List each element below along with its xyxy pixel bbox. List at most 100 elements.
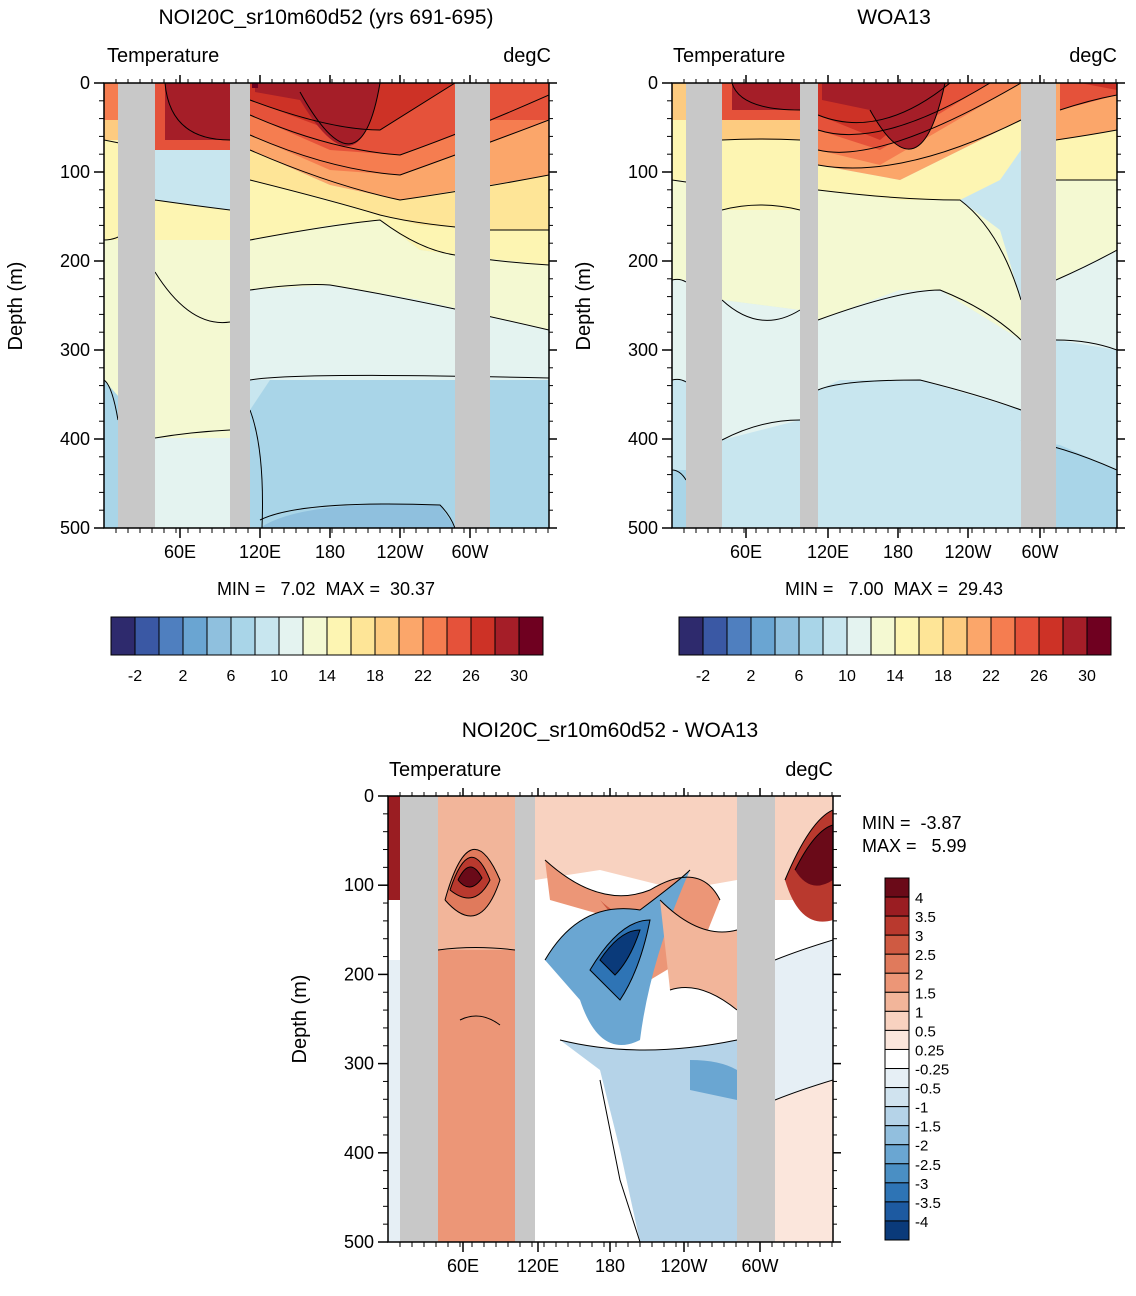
colorbar-swatch <box>884 934 910 955</box>
contour-line <box>1055 129 1117 141</box>
field-band-28-indian <box>165 83 230 140</box>
contour-line <box>599 929 641 976</box>
panel-model: NOI20C_sr10m60d52 (yrs 691-695) Temperat… <box>5 6 557 685</box>
colorbar-swatch <box>326 616 352 656</box>
colorbar-label: 26 <box>1030 668 1048 685</box>
contour-line <box>784 809 833 881</box>
colorbar-swatch <box>822 616 848 656</box>
contour-line <box>1059 94 1117 111</box>
panel-model-stats: MIN = 7.02 MAX = 30.37 <box>217 579 435 599</box>
x-tick-label: 120E <box>239 542 281 562</box>
field-band-16-west <box>672 120 800 210</box>
field-band-max <box>252 83 258 88</box>
colorbar-label: 14 <box>886 668 904 685</box>
x-tick-label: 180 <box>595 1256 625 1276</box>
land-mask-indonesia <box>230 83 250 528</box>
colorbar-label: -2 <box>915 1138 928 1155</box>
colorbar-swatch <box>750 616 776 656</box>
colorbar-swatch <box>374 616 400 656</box>
panel-diff-units-label: degC <box>785 759 833 781</box>
colorbar-label: -4 <box>915 1214 928 1231</box>
field-subtropical <box>660 900 737 1010</box>
contour-line <box>249 409 263 528</box>
contour-line <box>672 469 687 481</box>
colorbar-swatch <box>1014 616 1040 656</box>
contour-line <box>672 278 687 283</box>
x-tick-label: 120W <box>660 1256 707 1276</box>
colorbar-swatch <box>884 1048 910 1070</box>
x-tick-label: 120W <box>944 542 991 562</box>
colorbar-label: -0.25 <box>915 1062 949 1079</box>
contour-line <box>249 149 549 201</box>
contour-line <box>599 1079 641 1242</box>
y-tick-label: 500 <box>628 518 658 538</box>
colorbar-swatch <box>884 1029 910 1050</box>
contour-line <box>794 824 833 871</box>
x-tick-label: 180 <box>883 542 913 562</box>
colorbar-label: 0.25 <box>915 1042 944 1059</box>
field-deep-cool-core <box>690 1060 737 1100</box>
contour-line <box>721 204 801 211</box>
panel-obs-colorbar: -2 2 6 10 14 18 22 26 30 <box>678 616 1112 685</box>
panel-model-contours <box>104 83 549 528</box>
colorbar-swatch <box>1038 616 1064 656</box>
colorbar-swatch <box>884 1068 910 1089</box>
x-tick-label: 120W <box>376 542 423 562</box>
field-band-12-14-indian <box>155 438 230 528</box>
colorbar-label: -2 <box>696 668 710 685</box>
colorbar-swatch <box>884 896 910 917</box>
panel-diff-y-axis-label: Depth (m) <box>289 975 311 1064</box>
colorbar-label: 22 <box>982 668 1000 685</box>
panel-diff-field <box>388 796 833 1242</box>
contour-line <box>1055 339 1117 351</box>
field-band-8-10-west <box>104 380 118 528</box>
contour-line <box>774 1079 833 1101</box>
contour-line <box>659 899 738 933</box>
field-atlantic-warm-core <box>795 825 833 886</box>
colorbar-swatch <box>518 616 544 656</box>
contour-line <box>249 219 549 266</box>
contour-line <box>817 83 991 136</box>
contour-line <box>444 848 501 917</box>
contour-line <box>869 83 946 150</box>
colorbar-label: 1.5 <box>915 985 936 1002</box>
contour-line <box>459 1015 501 1026</box>
y-tick-label: 0 <box>364 786 374 806</box>
colorbar-swatch <box>884 1125 910 1146</box>
colorbar-swatch <box>206 616 232 656</box>
field-band-28-indian <box>732 83 800 110</box>
colorbar-label: -3.5 <box>915 1195 941 1212</box>
land-mask-indonesia <box>800 83 818 528</box>
contour-line <box>817 289 1022 341</box>
field-band-12-pacific <box>818 290 1021 410</box>
contour-line <box>249 94 549 156</box>
colorbar-label: 2 <box>179 668 188 685</box>
panel-model-axes: 0 100 200 300 400 500 60E 120E 180 120W 60W <box>60 73 557 562</box>
contour-line <box>721 138 801 141</box>
contour-line <box>731 83 801 111</box>
contour-line <box>669 987 738 1011</box>
colorbar-label: 2 <box>915 966 923 983</box>
colorbar-label: 6 <box>227 668 236 685</box>
x-tick-label: 180 <box>315 542 345 562</box>
panel-model-variable-label: Temperature <box>107 45 219 67</box>
panel-obs-contours <box>672 83 1117 481</box>
colorbar-swatch <box>884 1087 910 1108</box>
colorbar-label: 18 <box>934 668 952 685</box>
colorbar-label: 10 <box>838 668 856 685</box>
contour-line <box>817 119 1022 169</box>
y-tick-label: 400 <box>60 429 90 449</box>
field-band-warmpool <box>255 83 380 147</box>
colorbar-swatch <box>350 616 376 656</box>
contour-line <box>589 919 651 1001</box>
panel-diff-axes: 0 100 200 300 400 500 60E 120E 180 120W 60W <box>344 786 841 1276</box>
field-atlantic-deep <box>775 1080 833 1242</box>
colorbar-swatch <box>918 616 944 656</box>
colorbar-swatch <box>884 877 910 898</box>
colorbar-swatch <box>470 616 496 656</box>
colorbar-swatch <box>884 953 910 974</box>
y-tick-label: 300 <box>628 340 658 360</box>
panel-obs-frame <box>671 82 1118 529</box>
field-band-8-west <box>672 470 686 528</box>
